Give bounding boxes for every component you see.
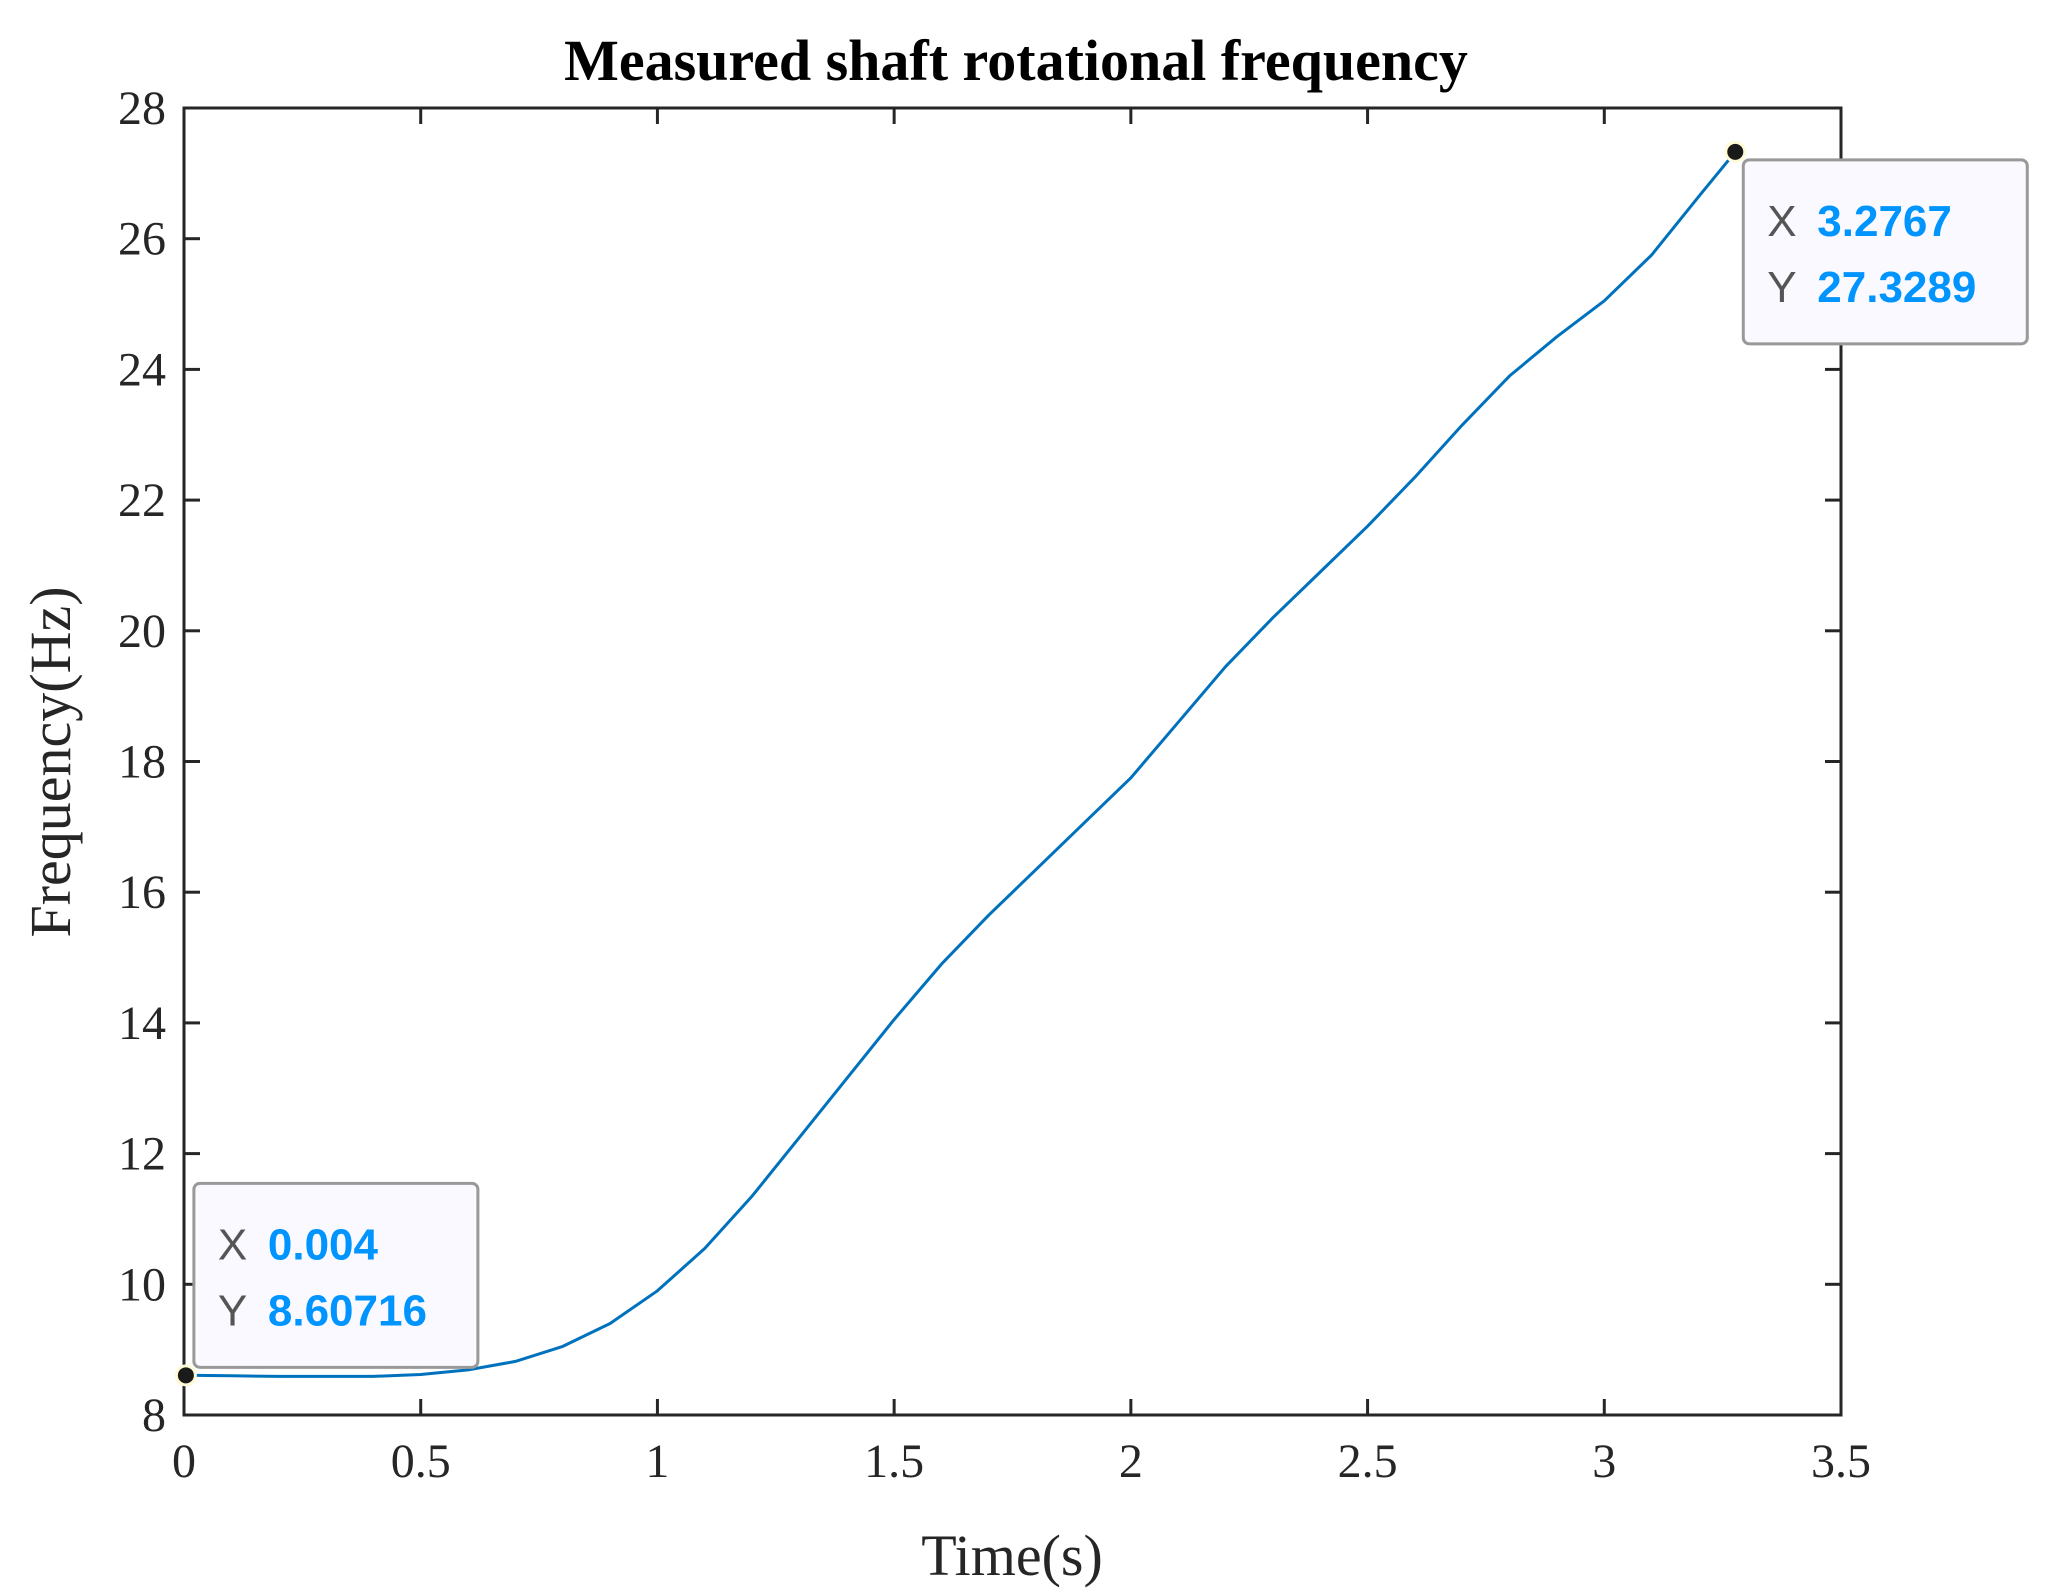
y-tick-label: 16 xyxy=(118,866,166,919)
x-tick-label: 3 xyxy=(1592,1435,1616,1488)
datatip-box xyxy=(1741,158,2029,346)
datatip-x-key: X xyxy=(1767,197,1796,246)
datatip[interactable]: X 0.004 Y 8.60716 xyxy=(174,1181,480,1387)
y-axis-ticks: 8 10 12 14 16 18 20 22 24 26 28 xyxy=(118,82,1841,1442)
x-axis-label: Time(s) xyxy=(921,1523,1103,1588)
y-tick-label: 8 xyxy=(142,1389,166,1442)
x-axis-ticks: 0 0.5 1 1.5 2 2.5 3 3.5 xyxy=(172,108,1871,1488)
y-tick-label: 12 xyxy=(118,1128,166,1181)
x-tick-label: 1 xyxy=(645,1435,669,1488)
y-tick-label: 26 xyxy=(118,213,166,266)
datatip-marker[interactable] xyxy=(1727,143,1744,160)
series-line-frequency xyxy=(185,150,1737,1378)
series-layer xyxy=(185,150,1737,1378)
datatip-x-value: 3.2767 xyxy=(1817,197,1952,246)
chart-title: Measured shaft rotational frequency xyxy=(564,28,1468,93)
y-tick-label: 22 xyxy=(118,474,166,527)
datatip-y-key: Y xyxy=(218,1286,247,1335)
datatip-x-value: 0.004 xyxy=(268,1220,379,1269)
y-tick-label: 10 xyxy=(118,1258,166,1311)
datatip-y-value: 27.3289 xyxy=(1817,263,1976,312)
datatip-y-value: 8.60716 xyxy=(268,1286,427,1335)
x-tick-label: 3.5 xyxy=(1811,1435,1871,1488)
datatips-layer: X 0.004 Y 8.60716 X 3.2767 Y 27.3289 xyxy=(174,140,2029,1387)
datatip-box xyxy=(192,1181,480,1369)
y-tick-label: 20 xyxy=(118,605,166,658)
x-tick-label: 0.5 xyxy=(391,1435,451,1488)
x-tick-label: 0 xyxy=(172,1435,196,1488)
x-tick-label: 2 xyxy=(1119,1435,1143,1488)
x-tick-label: 1.5 xyxy=(864,1435,924,1488)
y-tick-label: 18 xyxy=(118,736,166,789)
datatip-marker[interactable] xyxy=(177,1367,194,1384)
datatip-x-key: X xyxy=(218,1220,247,1269)
x-tick-label: 2.5 xyxy=(1338,1435,1398,1488)
y-tick-label: 28 xyxy=(118,82,166,135)
y-tick-label: 14 xyxy=(118,997,166,1050)
y-tick-label: 24 xyxy=(118,343,166,396)
y-axis-label: Frequency(Hz) xyxy=(18,586,83,937)
datatip-y-key: Y xyxy=(1767,263,1796,312)
datatip[interactable]: X 3.2767 Y 27.3289 xyxy=(1724,140,2029,346)
